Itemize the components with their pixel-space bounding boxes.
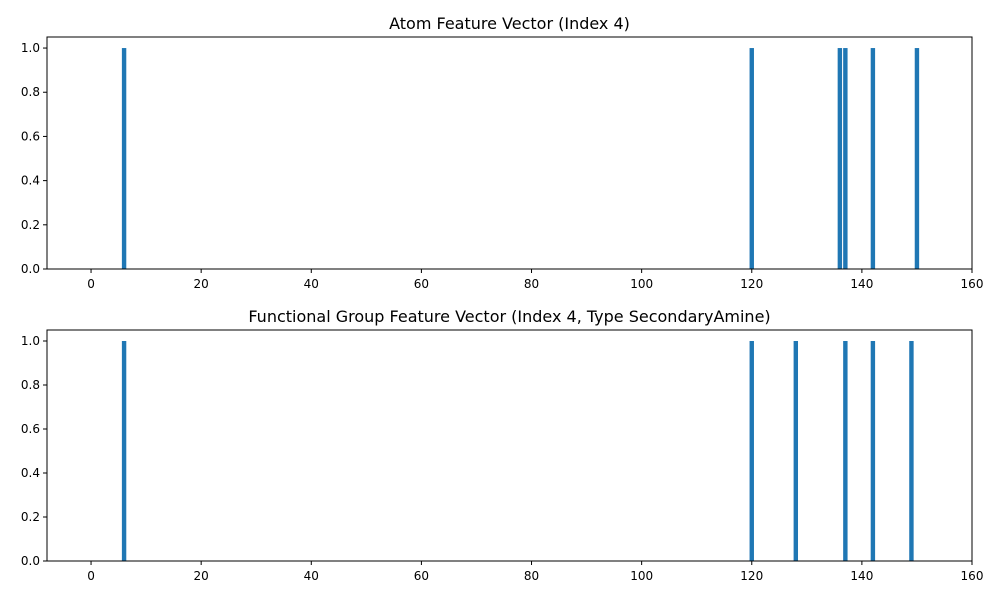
y-tick-label: 0.4 [21, 466, 40, 480]
y-tick-label: 0.8 [21, 85, 40, 99]
x-tick-label: 100 [630, 569, 653, 583]
bar [121, 48, 127, 269]
x-tick-label: 120 [740, 569, 763, 583]
bar [121, 341, 127, 561]
y-tick-label: 0.0 [21, 554, 40, 568]
x-tick-label: 40 [304, 277, 319, 291]
bar [749, 48, 754, 269]
y-tick-label: 0.0 [21, 262, 40, 276]
plot-frame [46, 329, 973, 562]
x-tick-label: 140 [850, 569, 873, 583]
atom-feature-panel: Atom Feature Vector (Index 4) 0 20 40 60 80 1… [21, 14, 984, 291]
chart-title: Atom Feature Vector (Index 4) [389, 14, 630, 33]
y-tick-label: 1.0 [21, 41, 40, 55]
x-tick-label: 20 [194, 569, 209, 583]
y-tick-label: 0.6 [21, 422, 40, 436]
x-tick-label: 0 [87, 277, 95, 291]
bar [843, 341, 848, 561]
bar [870, 341, 876, 561]
chart-title: Functional Group Feature Vector (Index 4… [248, 307, 770, 326]
bar [793, 341, 799, 561]
y-tick-label: 0.8 [21, 378, 40, 392]
x-tick-label: 100 [630, 277, 653, 291]
bar [909, 341, 914, 561]
bar [843, 48, 848, 269]
y-tick-label: 0.2 [21, 218, 40, 232]
functional-group-feature-panel: Functional Group Feature Vector (Index 4… [21, 307, 984, 583]
x-tick-label: 0 [87, 569, 95, 583]
bar [870, 48, 876, 269]
x-tick-label: 160 [961, 569, 984, 583]
bar [749, 341, 754, 561]
x-tick-label: 160 [961, 277, 984, 291]
x-tick-label: 140 [850, 277, 873, 291]
y-tick-label: 0.2 [21, 510, 40, 524]
x-tick-label: 120 [740, 277, 763, 291]
y-tick-label: 1.0 [21, 334, 40, 348]
x-tick-label: 20 [194, 277, 209, 291]
x-tick-label: 60 [414, 569, 429, 583]
x-tick-label: 80 [524, 569, 539, 583]
bar [837, 48, 843, 269]
x-tick-label: 60 [414, 277, 429, 291]
x-tick-label: 80 [524, 277, 539, 291]
bar [914, 48, 920, 269]
y-tick-label: 0.6 [21, 129, 40, 143]
plot-frame [46, 36, 973, 270]
y-tick-label: 0.4 [21, 174, 40, 188]
x-tick-label: 40 [304, 569, 319, 583]
